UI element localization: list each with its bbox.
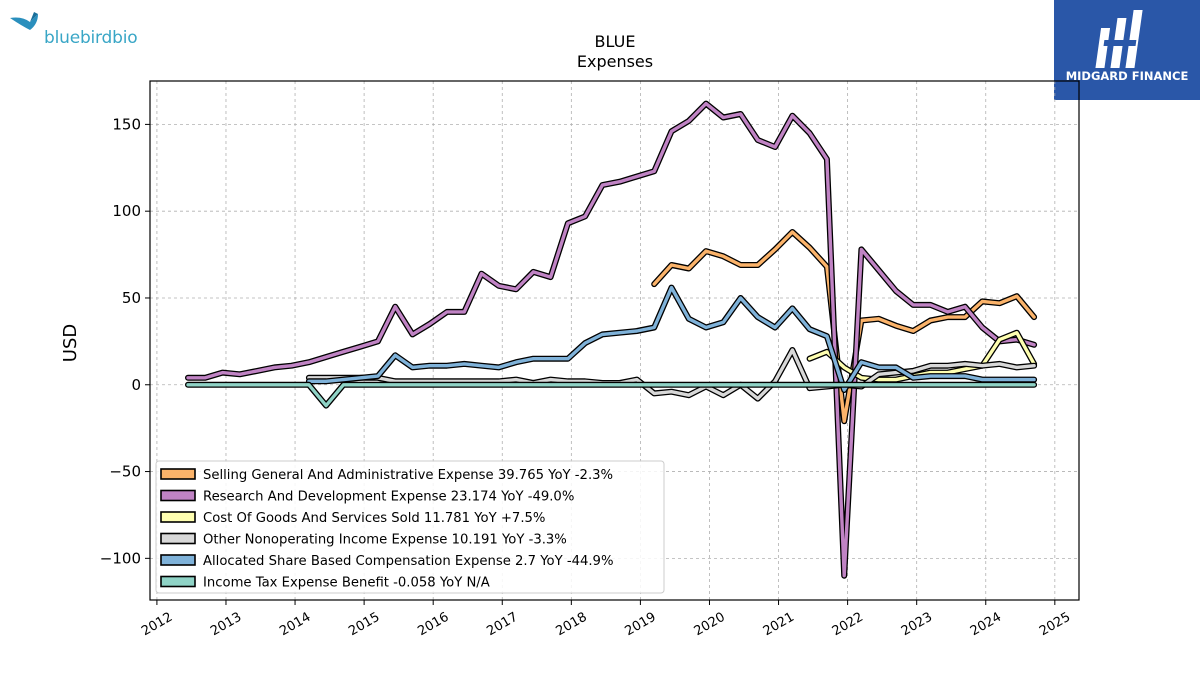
series-line-1 [186,101,1036,578]
chart-title: BLUE [595,32,636,51]
x-tick-label: 2012 [139,610,175,640]
series-line-5 [186,383,1036,408]
plot-frame [149,80,1080,601]
x-tick-label: 2013 [208,610,244,640]
legend: Selling General And Administrative Expen… [155,460,665,594]
bluebirdbio-logo: bluebirdbio [8,8,158,52]
legend-label-0: Selling General And Administrative Expen… [203,468,613,483]
legend-label-4: Allocated Share Based Compensation Expen… [203,554,613,569]
y-tick-label: 50 [122,289,141,307]
x-tick-label: 2020 [692,610,728,640]
x-tick-label: 2022 [830,610,866,640]
x-tick-label: 2015 [346,610,382,640]
legend-swatch-0 [160,468,196,480]
series-outline-5 [185,381,1038,409]
midgard-wordmark: MIDGARD FINANCE [1065,69,1189,83]
legend-swatch-2 [160,511,196,523]
legend-label-5: Income Tax Expense Benefit -0.058 YoY N/… [203,576,490,591]
chart-subtitle: Expenses [577,52,653,71]
legend-box [155,460,665,594]
legend-swatch-3 [160,532,196,545]
x-tick-label: 2017 [484,610,520,640]
x-tick-label: 2024 [968,610,1004,640]
series-lines [185,100,1038,579]
legend-label-3: Other Nonoperating Income Expense 10.191… [203,533,567,548]
x-tick-label: 2016 [415,610,451,640]
legend-swatch-5 [160,575,196,588]
y-axis-label: USD [60,324,81,362]
midgard-icon [1095,10,1143,68]
y-tick-label: 100 [112,202,141,220]
y-tick-label: −100 [100,549,141,567]
y-tick-label: 0 [131,376,141,394]
series-line-3 [307,348,1036,401]
y-tick-label: 150 [112,115,141,133]
bluebirdbio-wordmark: bluebirdbio [44,28,138,48]
bluebird-icon [10,12,38,30]
x-tick-label: 2023 [899,610,935,640]
series-line-4 [307,285,1036,392]
legend-swatch-1 [160,489,196,502]
midgard-finance-logo: MIDGARD FINANCE [1054,0,1200,100]
legend-label-1: Research And Development Expense 23.174 … [203,490,574,505]
x-tick-label: 2018 [554,610,590,640]
x-tick-label: 2025 [1037,610,1073,640]
y-tick-label: −50 [109,463,141,481]
x-tick-label: 2014 [277,610,313,640]
x-tick-label: 2019 [623,610,659,640]
x-tick-label: 2021 [761,610,797,640]
legend-swatch-4 [160,554,196,566]
legend-label-2: Cost Of Goods And Services Sold 11.781 Y… [203,511,545,526]
